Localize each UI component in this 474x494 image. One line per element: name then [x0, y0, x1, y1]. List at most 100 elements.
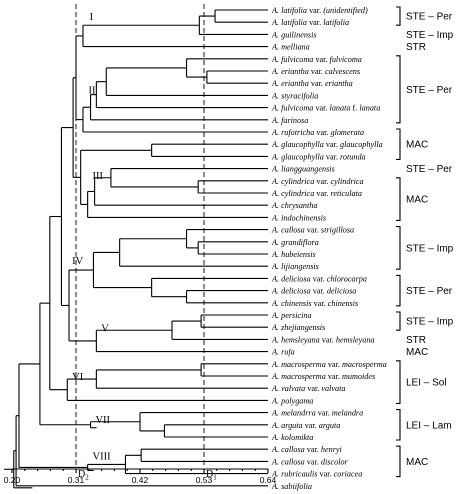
leaf-label-part: (unidentified)	[323, 6, 368, 15]
leaf-label: A. melandrra var. melandra	[271, 409, 363, 418]
leaf-label-part: A. rufotricha	[271, 128, 314, 137]
leaf-label-part: var.	[305, 457, 321, 466]
leaf-label-part: discolor	[321, 457, 349, 466]
leaf-labels: A. latifolia var. (unidentified)A. latif…	[271, 6, 387, 491]
group-bracket	[396, 311, 401, 331]
leaf-label-part: chlorocarpa	[327, 274, 367, 283]
leaf-label-part: A. cylindrica	[271, 177, 314, 186]
leaf-label-part: glaucophylla	[340, 140, 383, 149]
leaf-label: A. glaucophylla var. glaucophylla	[271, 140, 383, 149]
leaf-label: A. hubeiensis	[271, 250, 316, 259]
cluster-label: V	[101, 323, 109, 334]
leaf-label-part: var.	[320, 335, 336, 344]
axis-tick-label: 0.42	[132, 475, 149, 485]
leaf-label-part: macrosperma	[342, 360, 387, 369]
group-bracket	[396, 55, 401, 124]
leaf-label: A. polygama	[271, 396, 313, 405]
group-label: MAC	[406, 140, 428, 151]
leaf-label-part: var.	[305, 384, 321, 393]
leaf-label: A. hemsleyana var. hemsleyana	[271, 335, 375, 344]
leaf-label-part: A. latifolia	[271, 18, 307, 27]
leaf-label-part: A. fulvicoma	[271, 55, 313, 64]
leaf-label-part: calvescens	[325, 67, 360, 76]
leaf-label-part: var.	[311, 274, 327, 283]
leaf-label: A. chinensis var. chinensis	[271, 299, 358, 308]
group-bracket	[396, 128, 401, 160]
leaf-label-part: strigillosa	[321, 226, 354, 235]
group-bracket	[396, 360, 401, 404]
leaf-label-part: A. eriantha	[271, 79, 309, 88]
leaf-label-part: A. liangguangensis	[271, 165, 335, 174]
leaf-label-part: var.	[324, 152, 340, 161]
group-label: STE – Imp	[406, 30, 454, 41]
leaf-label-part: var.	[303, 421, 319, 430]
leaf-label: A. liangguangensis	[271, 165, 335, 174]
group-label: STR	[406, 335, 426, 346]
leaf-label-part: A. valvata	[271, 384, 305, 393]
threshold-label-sub: 1	[213, 474, 217, 482]
leaf-label: A. zhejiangensis	[271, 323, 325, 332]
group-label: LEI – Sol	[406, 378, 447, 389]
similarity-axis: 0.20 0.31 0.42 0.53 0.64	[4, 468, 277, 485]
axis-tick-label: 0.64	[260, 475, 277, 485]
leaf-label: A. cylindrica var. reticulata	[271, 189, 362, 198]
leaf-label-part: deliciosa	[327, 287, 357, 296]
threshold-label: D1	[206, 469, 217, 482]
leaf-label: A. lijiangensis	[271, 262, 319, 271]
cluster-label: VII	[95, 415, 110, 426]
group-label: MAC	[406, 195, 428, 206]
leaf-label-part: A. latifolia	[271, 6, 307, 15]
leaf-label-part: eriantha	[325, 79, 353, 88]
cluster-label: I	[90, 12, 94, 23]
leaf-label-part: f.	[350, 104, 359, 113]
leaf-label-part: chinensis	[328, 299, 358, 308]
leaf-label-part: reticulata	[330, 189, 362, 198]
group-bracket	[396, 445, 401, 478]
group-bracket	[396, 226, 401, 270]
leaf-label-part: var.	[305, 226, 321, 235]
leaf-label-part: A. glaucophylla	[271, 140, 324, 149]
cluster-label: IV	[72, 256, 83, 267]
leaf-label: A. eriantha var. eriantha	[271, 79, 353, 88]
leaf-label: A. latifolia var. (unidentified)	[271, 6, 368, 15]
threshold-label-main: D	[78, 469, 85, 480]
leaf-label-part: var.	[309, 67, 325, 76]
leaf-label: A. eriantha var. calvescens	[271, 67, 360, 76]
axis-tick-label: 0.31	[68, 475, 85, 485]
leaf-label: A. fulvicoma var. fulvicoma	[271, 55, 362, 64]
leaf-label-part: fulvicoma	[330, 55, 362, 64]
leaf-label-part: A. melandrra	[271, 409, 316, 418]
leaf-label-part: var.	[316, 409, 332, 418]
leaf-label: A. callosa var. henryi	[271, 445, 343, 454]
leaf-label: A. grandiflora	[271, 238, 319, 247]
leaf-label-part: rotunda	[340, 152, 366, 161]
leaf-label-part: melandra	[332, 409, 363, 418]
leaf-label: A. latifolia var. latifolia	[271, 18, 349, 27]
leaf-label-part: A. callosa	[271, 457, 305, 466]
threshold-label-main: D	[206, 469, 213, 480]
leaf-label-part: valvata	[321, 384, 345, 393]
leaf-label-part: A. grandiflora	[271, 238, 319, 247]
leaf-label-part: var.	[309, 79, 325, 88]
leaf-label-part: A. guilinensis	[271, 30, 317, 39]
group-bracket	[396, 177, 401, 221]
leaf-label-part: A. rubricaulis	[271, 470, 318, 479]
leaf-label-part: A. rufa	[271, 348, 295, 357]
leaf-label-part: glomerata	[330, 128, 364, 137]
leaf-label-part: var.	[305, 445, 321, 454]
group-bracket	[396, 6, 401, 26]
leaf-label: A. persicina	[271, 311, 312, 320]
leaf-label-part: A. chinensis	[271, 299, 312, 308]
cluster-label: III	[93, 171, 104, 182]
leaf-label-part: A. melliana	[271, 43, 310, 52]
leaf-label-part: A. macrosperma	[271, 372, 326, 381]
threshold-label-sub: 2	[85, 474, 89, 482]
leaf-label-part: A. polygama	[271, 396, 313, 405]
leaf-label-part: var.	[313, 55, 329, 64]
leaf-label-part: A. callosa	[271, 445, 305, 454]
group-label: STE – Per	[406, 164, 453, 175]
leaf-label-part: mumoides	[342, 372, 375, 381]
leaf-label-part: var.	[307, 18, 323, 27]
group-label: STE – Per	[406, 85, 453, 96]
leaf-label-part: var.	[311, 287, 327, 296]
